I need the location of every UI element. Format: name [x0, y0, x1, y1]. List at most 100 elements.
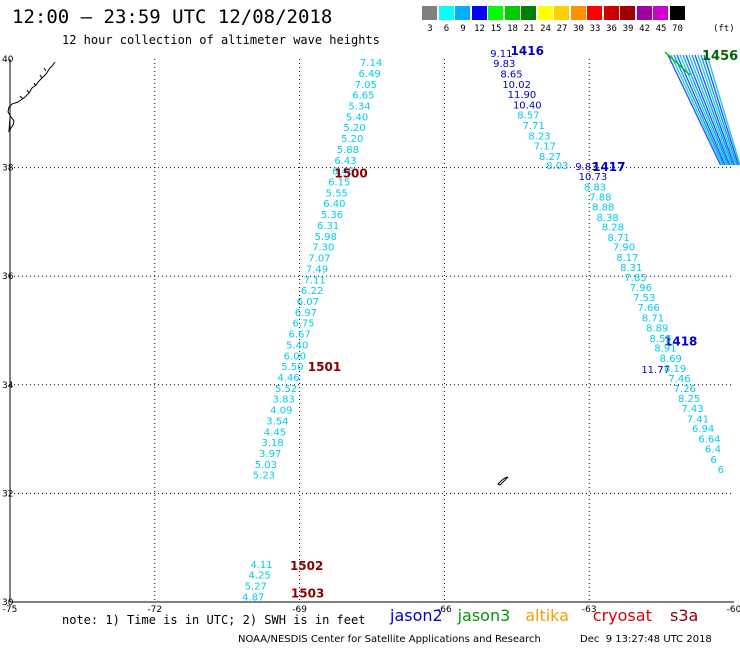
scale-label-39: 39 — [622, 24, 634, 34]
wave-height-label: 7.71 — [523, 121, 545, 132]
scale-label-9: 9 — [460, 24, 466, 34]
wave-height-label: 8.65 — [500, 69, 522, 80]
wave-height-label: 4.87 — [242, 592, 264, 603]
wave-height-label: 6.31 — [317, 221, 339, 232]
lon-tick-label: -69 — [292, 605, 307, 615]
wave-height-label: 8.91 — [654, 344, 676, 355]
pass-label-1456: 1456 — [702, 49, 738, 64]
wave-height-label: 8.17 — [616, 253, 638, 264]
scale-label-21: 21 — [523, 24, 535, 34]
scale-label-6: 6 — [443, 24, 450, 34]
dense-track-line — [700, 54, 738, 166]
wave-height-label: 6.07 — [297, 297, 319, 308]
wave-height-label: 6.43 — [334, 156, 356, 167]
wave-height-label: 5.34 — [348, 101, 370, 112]
scale-swatch-12 — [471, 6, 487, 20]
wave-height-label: 8.71 — [642, 313, 664, 324]
pass-label-1503: 1503 — [291, 587, 324, 601]
lon-tick-label: -72 — [147, 605, 162, 615]
wave-height-label: 8.83 — [584, 182, 606, 193]
scale-swatch-33 — [587, 6, 602, 20]
dense-track-line — [691, 54, 734, 166]
wave-height-label: 5.20 — [344, 123, 366, 134]
wave-height-label: 7.41 — [687, 414, 709, 425]
pass-label-1501: 1501 — [308, 360, 341, 374]
pass-label-1502: 1502 — [290, 559, 323, 573]
lon-tick-label: -66 — [437, 605, 452, 615]
wave-height-label: 4.11 — [250, 560, 272, 571]
scale-swatch-36 — [603, 6, 619, 20]
wave-height-tracks: 7.146.497.056.655.345.405.205.205.886.43… — [242, 44, 724, 603]
wave-height-label: 7.53 — [633, 293, 655, 304]
scale-label-27: 27 — [556, 24, 568, 34]
satellite-legend-s3a: s3a — [670, 606, 699, 625]
wave-height-label: 8.69 — [660, 354, 682, 365]
lat-tick-label: 38 — [2, 164, 14, 174]
wave-height-label: 6.49 — [358, 69, 380, 80]
lon-tick-label: -60 — [727, 605, 740, 615]
wave-height-label: 7.07 — [308, 254, 330, 265]
scale-label-3: 3 — [427, 24, 433, 34]
dense-track-line — [673, 54, 725, 166]
satellite-legend-jason2: jason2 — [390, 606, 443, 625]
credit-line: NOAA/NESDIS Center for Satellite Applica… — [238, 634, 541, 645]
lat-tick-label: 36 — [2, 272, 14, 282]
scale-swatch-6 — [438, 6, 454, 20]
scale-label-12: 12 — [474, 24, 485, 34]
satellite-legend-jason3: jason3 — [457, 606, 511, 625]
wave-height-label: 8.88 — [592, 202, 614, 213]
wave-height-label: 7.96 — [630, 283, 652, 294]
scale-swatch-24 — [537, 6, 553, 20]
wave-height-label: 4.25 — [248, 571, 270, 582]
scale-swatch-27 — [554, 6, 569, 20]
wave-height-label: 9.83 — [575, 162, 597, 173]
wave-height-label: 7.43 — [681, 404, 703, 415]
scale-swatch-18 — [504, 6, 520, 20]
wave-height-label: 8.23 — [528, 131, 550, 142]
wave-height-label: 4.46 — [277, 373, 299, 384]
scale-label-42: 42 — [639, 24, 650, 34]
wave-height-label: 5.55 — [326, 188, 348, 199]
wave-height-label: 5.36 — [321, 210, 343, 221]
wave-height-label: 11.77 — [641, 365, 670, 376]
wave-height-label: 7.66 — [637, 303, 659, 314]
lat-tick-label: 30 — [2, 598, 14, 608]
wave-height-label: 8.31 — [620, 263, 642, 274]
scale-swatch-21 — [521, 6, 536, 20]
wave-height-label: 8.38 — [596, 213, 618, 224]
scale-swatch-30 — [570, 6, 586, 20]
wave-height-label: 5.98 — [315, 232, 337, 243]
dense-track-line — [664, 51, 691, 76]
wave-height-label: 8.27 — [539, 152, 561, 163]
wave-height-label: 6.22 — [301, 286, 323, 297]
map-frame — [9, 59, 734, 603]
dense-track-line — [670, 54, 723, 166]
wave-height-label: 5.27 — [245, 582, 267, 593]
dense-track-line — [688, 54, 732, 166]
lat-tick-label: 34 — [2, 381, 14, 391]
wave-height-label: 6.46 — [332, 167, 354, 178]
wave-height-label: 5.50 — [281, 362, 303, 373]
wave-height-label: 7.17 — [534, 142, 556, 153]
wave-height-label: 7.26 — [674, 384, 696, 395]
dense-track-line — [694, 54, 735, 166]
wave-height-label: 8.28 — [602, 223, 624, 234]
wave-height-label: 5.20 — [341, 134, 363, 145]
wave-height-label: 11.90 — [508, 90, 537, 101]
wave-height-label: 6.94 — [692, 424, 714, 435]
wave-height-label: 6.4 — [705, 445, 721, 456]
wave-height-label: 6.40 — [323, 199, 345, 210]
pass-label-1417: 1417 — [592, 160, 625, 174]
wave-height-label: 5.88 — [337, 145, 359, 156]
wave-height-label: 7.46 — [668, 374, 690, 385]
wave-height-label: 8.57 — [517, 111, 539, 122]
scale-label-15: 15 — [490, 24, 502, 34]
wave-height-label: 6.75 — [292, 319, 314, 330]
wave-height-label: 8.55 — [650, 334, 672, 345]
wave-height-label: 7.05 — [355, 80, 377, 91]
wave-height-label: 7.88 — [589, 193, 611, 204]
wave-height-label: 3.18 — [261, 438, 283, 449]
wave-height-label: 6.67 — [288, 330, 310, 341]
scale-label-70: 70 — [672, 24, 683, 34]
